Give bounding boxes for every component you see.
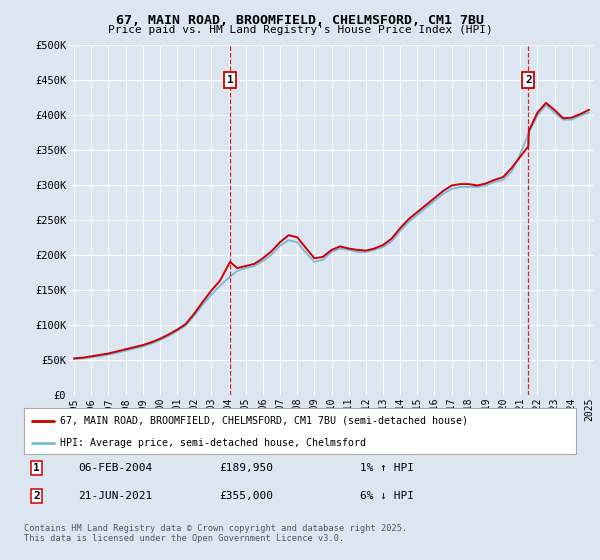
Text: 67, MAIN ROAD, BROOMFIELD, CHELMSFORD, CM1 7BU (semi-detached house): 67, MAIN ROAD, BROOMFIELD, CHELMSFORD, C…	[60, 416, 468, 426]
Text: 21-JUN-2021: 21-JUN-2021	[78, 491, 152, 501]
Text: Contains HM Land Registry data © Crown copyright and database right 2025.
This d: Contains HM Land Registry data © Crown c…	[24, 524, 407, 543]
Text: 2: 2	[525, 75, 532, 85]
Text: 06-FEB-2004: 06-FEB-2004	[78, 463, 152, 473]
Text: 1: 1	[227, 75, 233, 85]
Text: £189,950: £189,950	[219, 463, 273, 473]
Text: 6% ↓ HPI: 6% ↓ HPI	[360, 491, 414, 501]
Text: 67, MAIN ROAD, BROOMFIELD, CHELMSFORD, CM1 7BU: 67, MAIN ROAD, BROOMFIELD, CHELMSFORD, C…	[116, 14, 484, 27]
Text: Price paid vs. HM Land Registry's House Price Index (HPI): Price paid vs. HM Land Registry's House …	[107, 25, 493, 35]
Text: HPI: Average price, semi-detached house, Chelmsford: HPI: Average price, semi-detached house,…	[60, 438, 366, 449]
Text: 2: 2	[33, 491, 40, 501]
Text: £355,000: £355,000	[219, 491, 273, 501]
Text: 1% ↑ HPI: 1% ↑ HPI	[360, 463, 414, 473]
Text: 1: 1	[33, 463, 40, 473]
